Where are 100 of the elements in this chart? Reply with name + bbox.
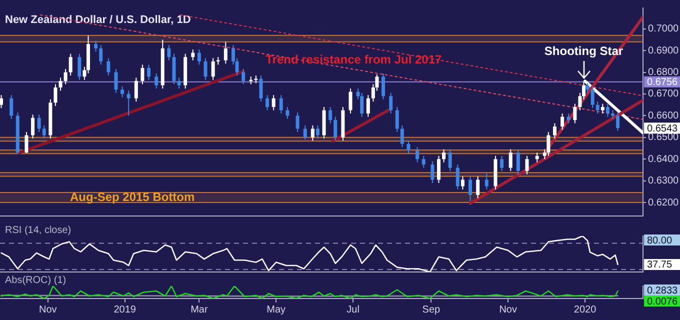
- candlestick: [154, 72, 158, 90]
- y-tick-label: 0.6300: [648, 176, 680, 187]
- candlestick: [106, 58, 110, 76]
- candlestick: [68, 53, 72, 76]
- text: 0.6543: [647, 123, 678, 134]
- candlestick: [42, 124, 46, 139]
- x-tick-label: Mar: [190, 304, 208, 316]
- candlestick: [442, 148, 446, 163]
- candlestick: [99, 44, 103, 66]
- candlestick: [516, 148, 520, 175]
- y-tick-label: 0.6200: [648, 197, 680, 208]
- candlestick: [10, 94, 14, 120]
- candlestick: [437, 155, 441, 184]
- y-tick-label: 0.6900: [648, 45, 680, 56]
- chart-title: Abs(ROC) (1): [5, 274, 66, 286]
- x-tick-label: May: [266, 304, 286, 316]
- candlestick: [406, 140, 410, 154]
- candlestick: [303, 124, 307, 140]
- candlestick: [31, 114, 35, 139]
- y-tick-label: 0.6400: [648, 154, 680, 165]
- candlestick: [167, 44, 171, 61]
- band-label: Aug-Sep 2015 Bottom: [70, 190, 195, 204]
- candlestick: [328, 106, 332, 124]
- x-tick-label: 2019: [114, 304, 136, 316]
- candlestick: [616, 112, 620, 132]
- y-tick-label: 0.6600: [648, 110, 680, 122]
- x-tick-label: Sep: [422, 304, 441, 316]
- candlestick: [596, 101, 600, 114]
- candlestick: [476, 176, 480, 199]
- candlestick: [500, 155, 504, 172]
- candlestick: [366, 94, 370, 118]
- candlestick: [78, 53, 82, 80]
- candlestick: [114, 68, 118, 94]
- chart-title: RSI (14, close): [5, 224, 72, 236]
- candlestick: [525, 155, 529, 175]
- x-tick-label: Jul: [346, 304, 360, 316]
- y-tick-label: 0.6700: [648, 88, 680, 100]
- candlestick: [204, 58, 208, 80]
- candlestick: [54, 84, 58, 106]
- annotation: Trend resistance from Jul 2017: [266, 52, 442, 66]
- candlestick: [126, 90, 130, 116]
- candlestick: [0, 94, 4, 109]
- candlestick: [58, 77, 62, 92]
- candlestick: [310, 124, 314, 142]
- candlestick: [272, 94, 276, 111]
- candlestick: [259, 75, 263, 102]
- candlestick: [120, 86, 124, 98]
- text: New Zealand Dollar / U.S. Dollar, 1D: [5, 14, 191, 26]
- candlestick: [224, 41, 228, 64]
- candlestick: [546, 131, 550, 156]
- candlestick: [191, 48, 195, 61]
- candlestick: [242, 68, 246, 85]
- candlestick: [395, 106, 399, 132]
- candlestick: [296, 112, 300, 132]
- candlestick: [172, 53, 176, 85]
- candlestick: [448, 148, 452, 172]
- y-tick-label: 0.6800: [648, 67, 680, 78]
- candlestick: [286, 106, 290, 120]
- y-tick-label: 0.7000: [648, 24, 680, 35]
- candlestick: [24, 131, 28, 154]
- candlestick: [389, 92, 393, 114]
- candlestick: [37, 114, 41, 132]
- candlestick: [279, 94, 283, 114]
- annotation: 37.75: [647, 260, 672, 271]
- candlestick: [468, 176, 472, 202]
- candlestick: [360, 92, 364, 118]
- candlestick: [484, 172, 488, 190]
- candlestick: [535, 152, 539, 163]
- text: 0.2833: [647, 285, 678, 296]
- candlestick: [316, 124, 320, 139]
- candlestick: [560, 113, 564, 130]
- candlestick: [94, 40, 98, 52]
- x-tick-label: Nov: [39, 304, 57, 316]
- text: 0.0076: [647, 296, 678, 308]
- candlestick: [197, 48, 201, 66]
- candlestick: [147, 64, 151, 80]
- candlestick: [348, 88, 352, 114]
- candlestick: [600, 103, 604, 114]
- candlestick: [416, 146, 420, 163]
- candlestick: [573, 103, 577, 124]
- candlestick: [606, 103, 610, 118]
- candlestick: [508, 148, 512, 172]
- candlestick: [211, 58, 215, 80]
- text: 80.00: [647, 235, 672, 246]
- ref-line-label: 0.6756: [647, 77, 678, 88]
- candlestick: [382, 72, 386, 100]
- candlestick: [134, 77, 138, 102]
- candlestick: [177, 77, 181, 90]
- x-tick-label: Nov: [499, 304, 517, 316]
- candlestick: [566, 113, 570, 124]
- candlestick: [400, 124, 404, 148]
- candlestick: [422, 155, 426, 168]
- candlestick: [430, 160, 434, 184]
- candlestick: [266, 94, 270, 111]
- candlestick: [552, 122, 556, 139]
- x-tick-label: 2020: [574, 304, 597, 316]
- candlestick: [460, 176, 464, 190]
- candlestick: [586, 82, 590, 94]
- candlestick: [140, 64, 144, 85]
- candlestick: [334, 116, 338, 142]
